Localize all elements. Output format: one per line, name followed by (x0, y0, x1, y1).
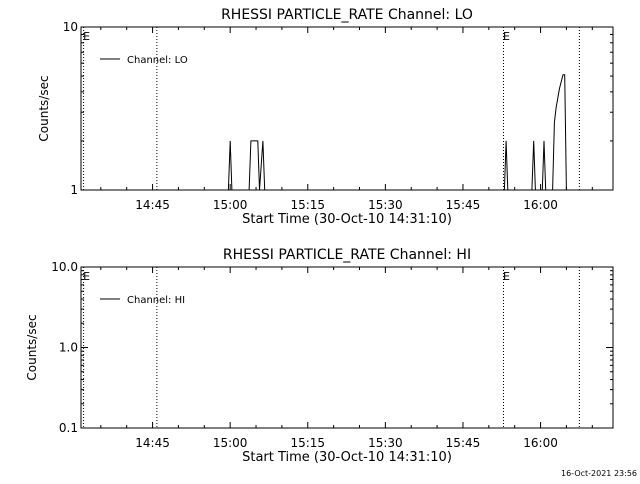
chart1-x-tick-label: 16:00 (523, 198, 558, 212)
chart2-x-tick-label: 15:30 (368, 436, 403, 450)
chart2-x-tick-label: 14:45 (135, 436, 170, 450)
chart1-x-tick-label: 14:45 (135, 198, 170, 212)
chart2-event-marker-label: E (83, 270, 90, 283)
chart2-x-tick-label: 15:15 (290, 436, 325, 450)
chart1-legend-entry: Channel: LO (127, 55, 188, 66)
chart1-event-marker-label: E (503, 30, 510, 43)
chart2-y-tick-label: 1.0 (59, 341, 78, 355)
chart1-series-line (227, 74, 567, 191)
chart2-x-tick-label: 16:00 (523, 436, 558, 450)
chart2-title: RHESSI PARTICLE_RATE Channel: HI (223, 247, 471, 263)
chart1-x-tick-label: 15:30 (368, 198, 403, 212)
chart1-x-tick-label: 15:15 (290, 198, 325, 212)
footer-timestamp: 16-Oct-2021 23:56 (561, 469, 637, 478)
chart2-x-tick-label: 15:00 (213, 436, 248, 450)
chart1-title: RHESSI PARTICLE_RATE Channel: LO (221, 7, 473, 23)
chart2-y-tick-label: 0.1 (59, 421, 78, 435)
chart2-y-tick-label: 10.0 (51, 260, 78, 274)
chart2-legend-entry: Channel: HI (127, 295, 185, 306)
chart1-y-tick-label: 1 (70, 183, 78, 197)
chart1-x-axis-label: Start Time (30-Oct-10 14:31:10) (242, 212, 452, 227)
chart2-event-marker-label: E (503, 270, 510, 283)
chart2-y-axis-label: Counts/sec (25, 314, 39, 380)
chart2-x-axis-label: Start Time (30-Oct-10 14:31:10) (242, 450, 452, 465)
chart1-y-axis-label: Counts/sec (37, 75, 51, 141)
chart1-x-tick-label: 15:00 (213, 198, 248, 212)
chart1-event-marker-label: E (83, 30, 90, 43)
chart1-y-tick-label: 10 (63, 20, 78, 34)
chart2-axes-frame (80, 266, 614, 429)
chart2-x-tick-label: 15:45 (446, 436, 481, 450)
chart1-x-tick-label: 15:45 (446, 198, 481, 212)
